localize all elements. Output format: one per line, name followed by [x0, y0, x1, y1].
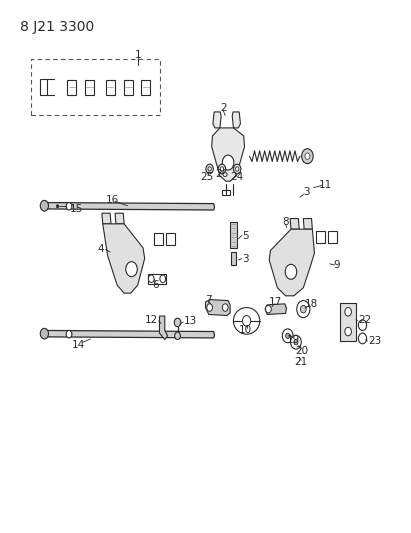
Bar	[31, 59, 160, 115]
Circle shape	[40, 200, 48, 211]
Circle shape	[291, 335, 301, 349]
Polygon shape	[41, 330, 215, 338]
Circle shape	[302, 149, 313, 164]
Text: 9: 9	[334, 260, 340, 270]
Circle shape	[208, 167, 211, 171]
Bar	[316, 231, 325, 243]
Bar	[230, 222, 237, 248]
Circle shape	[206, 164, 213, 174]
Circle shape	[305, 153, 310, 159]
Circle shape	[220, 167, 224, 171]
Text: 25: 25	[201, 172, 214, 182]
Text: 10: 10	[239, 326, 252, 335]
Text: 4: 4	[97, 245, 104, 254]
Text: 16: 16	[106, 195, 119, 205]
Bar	[67, 79, 76, 95]
Circle shape	[175, 332, 180, 340]
Text: 14: 14	[72, 341, 85, 350]
Circle shape	[300, 305, 306, 313]
Text: 1: 1	[134, 50, 141, 60]
Text: 2: 2	[220, 103, 226, 113]
Text: 8 J21 3300: 8 J21 3300	[20, 20, 94, 34]
Circle shape	[286, 333, 290, 338]
Text: 6: 6	[152, 280, 159, 289]
Bar	[231, 252, 236, 265]
Circle shape	[56, 205, 59, 208]
Text: 23: 23	[368, 336, 381, 346]
Text: 3: 3	[303, 187, 309, 197]
Circle shape	[218, 164, 226, 174]
Polygon shape	[290, 219, 299, 229]
Circle shape	[207, 304, 212, 311]
Circle shape	[222, 155, 234, 170]
Bar	[85, 79, 94, 95]
Bar	[141, 79, 150, 95]
Circle shape	[174, 318, 181, 327]
Polygon shape	[212, 128, 245, 181]
Circle shape	[236, 167, 239, 171]
Text: 13: 13	[184, 316, 197, 326]
Polygon shape	[269, 229, 314, 296]
Bar	[340, 303, 356, 341]
Text: 26: 26	[215, 169, 229, 179]
Circle shape	[242, 316, 251, 326]
Text: 12: 12	[145, 315, 158, 325]
Circle shape	[66, 330, 72, 338]
Polygon shape	[303, 219, 312, 229]
Polygon shape	[102, 213, 111, 224]
Circle shape	[358, 320, 367, 330]
Circle shape	[285, 264, 297, 279]
Circle shape	[222, 304, 228, 311]
Circle shape	[266, 305, 271, 313]
Text: 15: 15	[70, 205, 83, 214]
Bar	[148, 274, 166, 284]
Polygon shape	[232, 112, 240, 128]
Text: 11: 11	[319, 181, 332, 190]
Text: 7: 7	[206, 295, 212, 304]
Bar	[328, 231, 337, 243]
Polygon shape	[213, 112, 221, 128]
Polygon shape	[159, 316, 168, 340]
Text: 17: 17	[269, 297, 282, 306]
Bar	[124, 79, 133, 95]
Bar	[166, 233, 175, 245]
Circle shape	[40, 328, 48, 339]
Text: 21: 21	[295, 358, 308, 367]
Circle shape	[233, 164, 241, 174]
Circle shape	[345, 308, 351, 316]
Circle shape	[358, 333, 367, 344]
Circle shape	[66, 203, 72, 210]
Circle shape	[297, 301, 310, 318]
Polygon shape	[265, 304, 286, 314]
Text: 19: 19	[287, 335, 300, 345]
Polygon shape	[115, 213, 124, 224]
Bar	[222, 190, 230, 195]
Bar	[106, 79, 115, 95]
Text: 8: 8	[282, 217, 289, 227]
Text: 3: 3	[242, 254, 249, 263]
Text: 24: 24	[230, 172, 243, 182]
Circle shape	[148, 275, 154, 282]
Circle shape	[160, 275, 166, 282]
Circle shape	[282, 329, 293, 343]
Text: 20: 20	[296, 346, 309, 356]
Polygon shape	[103, 224, 145, 293]
Circle shape	[345, 327, 351, 336]
Text: 18: 18	[305, 299, 318, 309]
Circle shape	[294, 340, 298, 345]
Polygon shape	[206, 300, 230, 316]
Text: 5: 5	[242, 231, 249, 240]
Polygon shape	[41, 203, 215, 210]
Circle shape	[126, 262, 137, 277]
Bar	[154, 233, 163, 245]
Text: 22: 22	[358, 315, 372, 325]
